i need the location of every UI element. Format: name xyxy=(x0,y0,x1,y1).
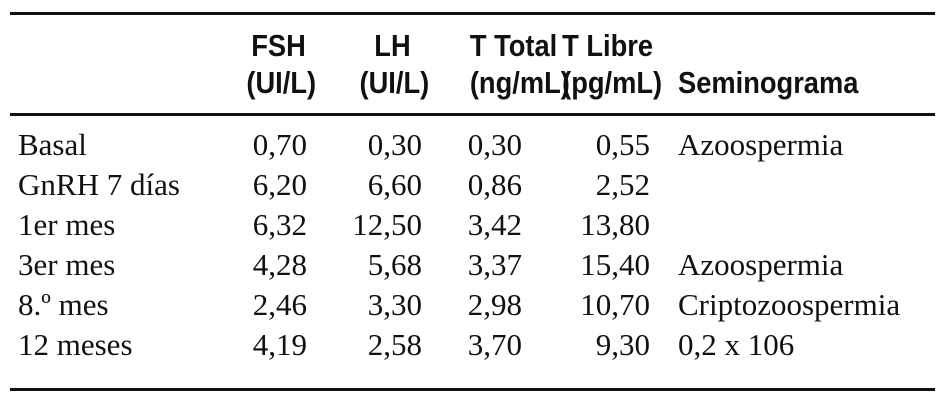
table-row-gnrh-7-dias: GnRH 7 días 6,20 6,60 0,86 2,52 xyxy=(10,165,935,205)
row-label: Basal xyxy=(18,127,87,162)
seminograma-value: 0,2 x 106 xyxy=(678,327,795,362)
table-row-3er-mes: 3er mes 4,28 5,68 3,37 15,40 Azoospermia xyxy=(10,245,935,285)
header-seminograma-label: Seminograma xyxy=(678,65,859,100)
fsh-value: 4,28 xyxy=(252,247,307,282)
header-fsh: FSH (UI/L) xyxy=(220,14,317,115)
fsh-value: 4,19 xyxy=(252,327,307,362)
table-row-12-meses: 12 meses 4,19 2,58 3,70 9,30 0,2 x 106 xyxy=(10,325,935,390)
lh-value: 12,50 xyxy=(352,207,422,242)
t-total-value: 0,30 xyxy=(467,127,522,162)
header-t-libre-unit: (pg/mL) xyxy=(562,65,663,100)
t-libre-value: 15,40 xyxy=(580,247,650,282)
fsh-value: 6,32 xyxy=(252,207,307,242)
row-label: 3er mes xyxy=(18,247,116,282)
lh-value: 3,30 xyxy=(367,287,422,322)
row-label: 8.º mes xyxy=(18,287,109,322)
seminograma-value xyxy=(658,205,935,245)
row-label: 12 meses xyxy=(18,327,133,362)
lh-value: 6,60 xyxy=(367,167,422,202)
row-label: GnRH 7 días xyxy=(18,167,180,202)
header-lh-label: LH xyxy=(374,28,411,63)
t-libre-value: 0,55 xyxy=(595,127,650,162)
fsh-value: 6,20 xyxy=(252,167,307,202)
seminograma-value: Azoospermia xyxy=(678,127,844,162)
header-t-total-label: T Total xyxy=(469,28,558,63)
t-libre-value: 10,70 xyxy=(580,287,650,322)
header-t-libre-label: T Libre xyxy=(562,28,654,63)
header-row: FSH (UI/L) LH (UI/L) T Total (ng/mL) T L… xyxy=(10,14,935,115)
t-total-value: 3,42 xyxy=(467,207,522,242)
seminograma-value: Azoospermia xyxy=(678,247,844,282)
fsh-value: 2,46 xyxy=(252,287,307,322)
t-libre-value: 9,30 xyxy=(595,327,650,362)
hormone-results-table: FSH (UI/L) LH (UI/L) T Total (ng/mL) T L… xyxy=(10,12,935,391)
header-lh-unit: (UI/L) xyxy=(359,65,430,100)
row-label: 1er mes xyxy=(18,207,116,242)
header-t-libre: T Libre (pg/mL) xyxy=(530,14,663,115)
table-row-basal: Basal 0,70 0,30 0,30 0,55 Azoospermia xyxy=(10,115,935,166)
t-total-value: 2,98 xyxy=(467,287,522,322)
header-fsh-label: FSH xyxy=(251,28,306,63)
lh-value: 2,58 xyxy=(367,327,422,362)
table-row-8-mes: 8.º mes 2,46 3,30 2,98 10,70 Criptozoosp… xyxy=(10,285,935,325)
t-total-value: 3,37 xyxy=(467,247,522,282)
table-row-1er-mes: 1er mes 6,32 12,50 3,42 13,80 xyxy=(10,205,935,245)
header-empty xyxy=(10,14,220,115)
header-fsh-unit: (UI/L) xyxy=(246,65,317,100)
header-seminograma: Seminograma xyxy=(658,14,935,115)
header-lh: LH (UI/L) xyxy=(315,14,430,115)
t-libre-value: 2,52 xyxy=(595,167,650,202)
header-t-total: T Total (ng/mL) xyxy=(430,14,570,115)
seminograma-value: Criptozoospermia xyxy=(678,287,901,322)
lh-value: 5,68 xyxy=(367,247,422,282)
t-total-value: 0,86 xyxy=(467,167,522,202)
fsh-value: 0,70 xyxy=(252,127,307,162)
lh-value: 0,30 xyxy=(367,127,422,162)
header-t-total-unit: (ng/mL) xyxy=(469,65,570,100)
t-libre-value: 13,80 xyxy=(580,207,650,242)
t-total-value: 3,70 xyxy=(467,327,522,362)
seminograma-value xyxy=(658,165,935,205)
